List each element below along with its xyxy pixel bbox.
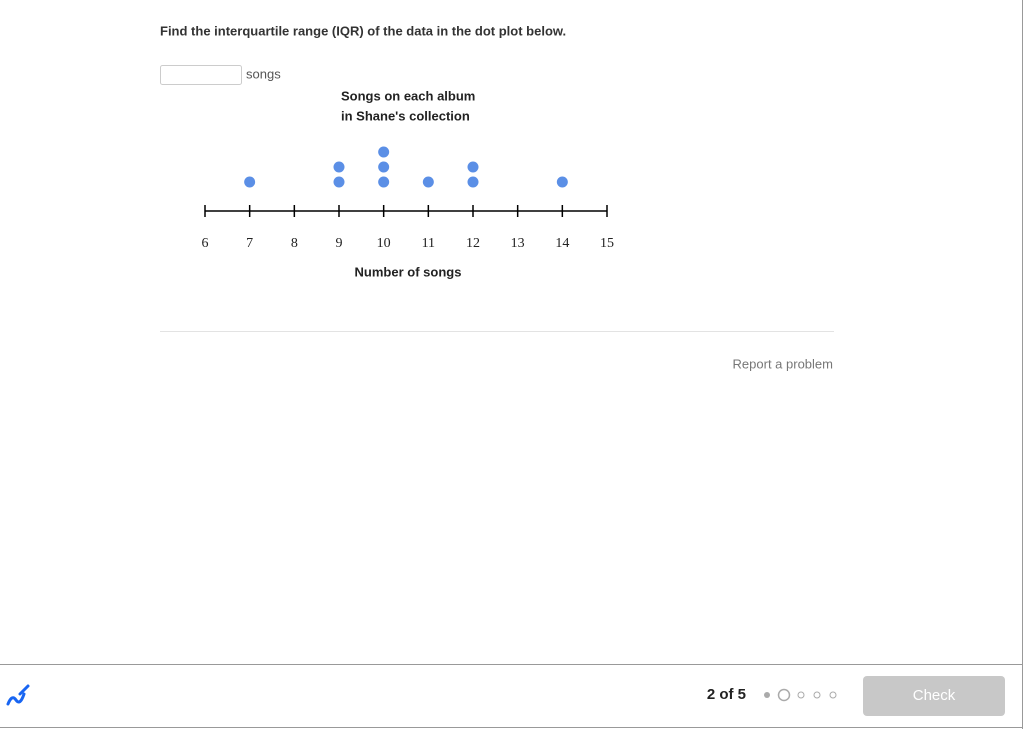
dot (378, 146, 390, 158)
x-tick-label: 10 (377, 236, 391, 251)
progress-dot (813, 691, 821, 699)
answer-input[interactable] (160, 65, 242, 85)
dot-plot: Songs on each album in Shane's collection… (202, 88, 615, 279)
progress-dot (797, 691, 805, 699)
dot (378, 161, 390, 173)
logo (6, 684, 30, 706)
x-tick-label: 6 (202, 236, 209, 251)
answer-unit: songs (246, 66, 281, 81)
x-tick-label: 15 (600, 236, 614, 251)
x-axis-label: Number of songs (355, 264, 462, 279)
plot-title: in Shane's collection (341, 108, 470, 123)
dot (333, 176, 345, 188)
x-tick-label: 14 (555, 236, 569, 251)
plot-title: Songs on each album (341, 88, 475, 103)
dot (467, 176, 479, 188)
x-tick-label: 11 (422, 236, 435, 251)
progress-dot-current (777, 688, 791, 702)
report-link[interactable]: Report a problem (733, 356, 833, 371)
check-button[interactable] (863, 676, 1005, 716)
x-tick-label: 13 (511, 236, 525, 251)
dot (333, 161, 345, 173)
dot (467, 161, 479, 173)
x-tick-label: 7 (246, 236, 253, 251)
progress-text: 2 of 5 (707, 686, 746, 703)
dot (556, 176, 568, 188)
question: Find the interquartile range (IQR) of th… (160, 23, 566, 38)
dot (378, 176, 390, 188)
progress-dot (764, 692, 770, 698)
x-tick-label: 12 (466, 236, 480, 251)
dot (422, 176, 434, 188)
dot (244, 176, 256, 188)
x-tick-label: 8 (291, 236, 298, 251)
progress-dot (829, 691, 837, 699)
check-label[interactable]: Check (913, 687, 956, 704)
x-tick-label: 9 (336, 236, 343, 251)
